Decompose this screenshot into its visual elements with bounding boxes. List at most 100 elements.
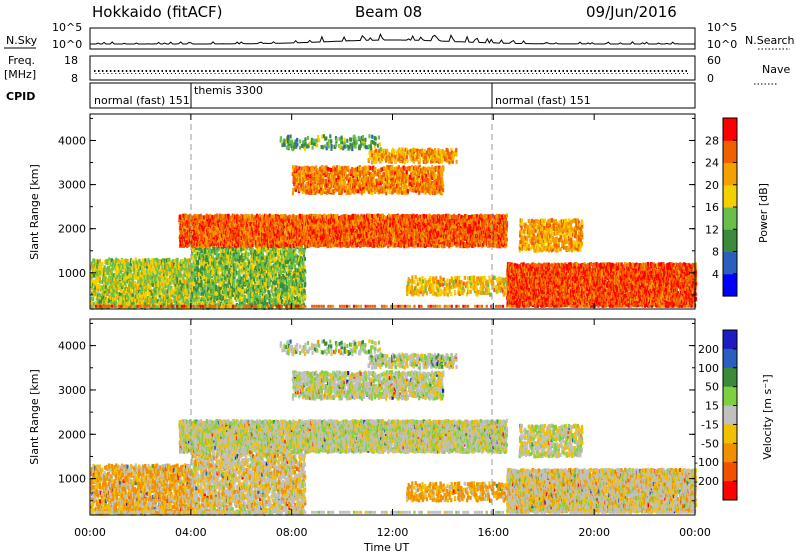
power-cell (240, 287, 243, 292)
power-cell (256, 277, 259, 282)
power-cell (152, 292, 155, 297)
power-cell (234, 262, 237, 267)
power-cell (160, 287, 163, 292)
power-cell (149, 297, 152, 302)
power-cell (137, 262, 140, 267)
nsearch-label: N.Search (745, 34, 795, 47)
power-cell (127, 299, 130, 304)
power-cell (303, 289, 306, 294)
power-cell (200, 248, 204, 253)
power-cell (196, 298, 199, 303)
power-cell (164, 283, 167, 288)
power-cell (159, 305, 162, 310)
power-cell (103, 289, 106, 294)
power-cell (112, 265, 115, 270)
power-cell (189, 258, 192, 263)
power-cell (246, 253, 249, 258)
power-cell (237, 293, 240, 298)
power-cell (242, 291, 245, 296)
power-cell (149, 283, 152, 288)
power-cell (119, 300, 122, 305)
power-cell (227, 254, 231, 259)
power-cell (187, 274, 191, 279)
power-cell (188, 292, 192, 297)
power-cell (99, 279, 102, 284)
power-cell (162, 258, 165, 263)
power-cell (192, 273, 195, 278)
power-cell (127, 295, 130, 300)
power-cell (186, 283, 189, 288)
power-cell (145, 296, 148, 301)
power-cell (162, 281, 165, 286)
power-cell (102, 295, 105, 300)
power-cell (164, 291, 167, 296)
power-cell (161, 302, 164, 307)
power-cell (179, 280, 182, 285)
power-cell (196, 261, 200, 266)
power-cell (156, 305, 160, 309)
power-cell (95, 294, 98, 299)
power-cell (114, 296, 117, 301)
power-cell (152, 299, 155, 304)
power-cell (98, 283, 101, 288)
power-cell (197, 291, 200, 296)
power-cell (110, 268, 113, 273)
power-cell (201, 291, 204, 296)
power-cell (133, 281, 137, 286)
power-cell (169, 277, 172, 282)
power-cell (200, 259, 204, 264)
power-cell (227, 266, 230, 271)
power-cell (177, 286, 180, 291)
power-cell (231, 257, 234, 262)
power-cell (141, 264, 144, 269)
power-cell (118, 263, 121, 268)
power-cell (141, 298, 144, 303)
power-cell (151, 258, 154, 263)
power-cell (165, 281, 168, 286)
power-cell (115, 287, 118, 292)
power-cell (219, 292, 222, 297)
power-cell (217, 279, 220, 284)
power-cell (265, 293, 268, 298)
power-cell (120, 292, 123, 297)
power-cell (118, 291, 121, 296)
power-cell (144, 264, 147, 269)
nsky-label: N.Sky (6, 34, 38, 47)
power-cell (109, 262, 112, 267)
power-cell (113, 302, 116, 307)
power-cell (176, 262, 179, 267)
power-cell (91, 286, 94, 291)
power-cell (134, 257, 137, 262)
power-cell (136, 294, 139, 299)
power-cell (93, 269, 96, 274)
power-cell (130, 298, 133, 303)
power-cell (142, 284, 145, 289)
power-cell (138, 293, 142, 298)
power-cell (213, 270, 216, 275)
power-cell (151, 297, 154, 302)
power-cell (133, 275, 136, 280)
power-cell (145, 291, 148, 296)
nave-tick-bottom: 0 (707, 72, 714, 85)
power-cell (204, 292, 207, 297)
power-cell (201, 293, 204, 298)
power-cell (94, 301, 97, 306)
power-cell (188, 271, 191, 276)
power-cell (205, 273, 208, 278)
power-cell (182, 296, 185, 301)
power-cell (188, 296, 191, 300)
power-cell (208, 257, 211, 262)
power-cell (205, 257, 208, 262)
power-cell (214, 263, 217, 267)
power-cell (211, 248, 214, 253)
power-cell (196, 270, 199, 275)
power-cell (111, 274, 114, 278)
power-cell (220, 281, 224, 286)
power-cell (115, 257, 118, 262)
power-cell (132, 260, 135, 265)
power-cell (150, 260, 153, 265)
power-cell (206, 279, 210, 284)
power-cell (193, 248, 196, 252)
power-cell (238, 265, 241, 270)
power-cell (173, 304, 176, 309)
